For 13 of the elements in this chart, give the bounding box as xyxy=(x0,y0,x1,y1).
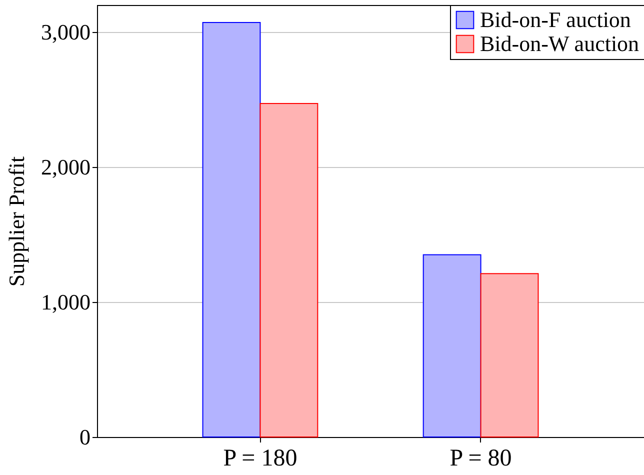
y-tick-label: 1,000 xyxy=(41,290,90,314)
bar xyxy=(260,103,318,438)
x-tick-label: P = 180 xyxy=(223,446,298,472)
y-tick-label: 2,000 xyxy=(41,154,90,180)
y-tick-label: 3,000 xyxy=(41,20,90,44)
y-axis-title: Supplier Profit xyxy=(4,156,29,287)
legend-label: Bid-on-F auction xyxy=(480,7,631,32)
bar xyxy=(480,273,539,438)
x-tick-label: P = 80 xyxy=(450,446,512,472)
bar xyxy=(422,254,482,438)
bar xyxy=(202,22,261,438)
legend-label: Bid-on-W auction xyxy=(480,31,640,56)
y-tick-label: 0 xyxy=(80,424,90,450)
